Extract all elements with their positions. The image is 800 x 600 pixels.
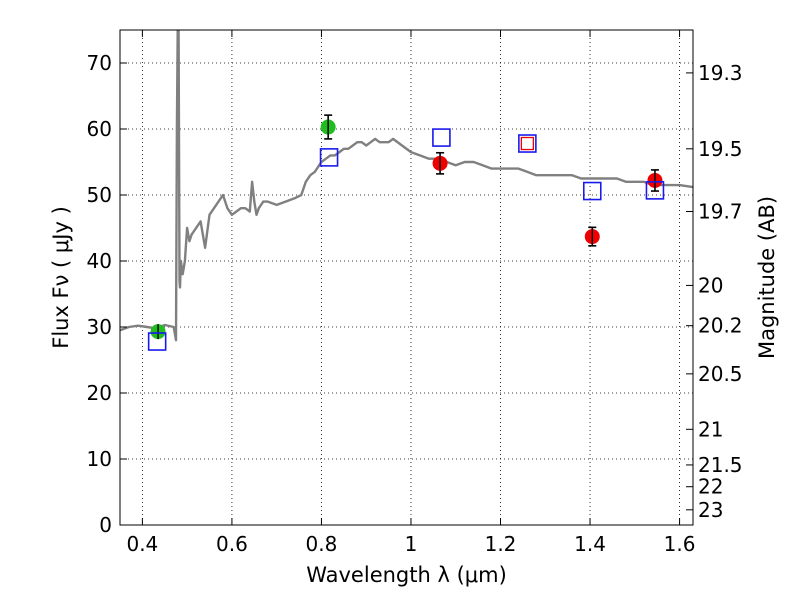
model-square xyxy=(432,128,451,147)
y-axis-label: Flux Fν ( μJy ) xyxy=(49,206,73,349)
model-square xyxy=(582,181,602,201)
right-tick-label: 19.5 xyxy=(698,137,743,161)
plot-frame xyxy=(119,29,694,526)
y-tick-label: 30 xyxy=(87,315,112,339)
y-tick-label: 0 xyxy=(99,513,112,537)
y-tick-label: 10 xyxy=(87,447,112,471)
right-tick-label: 20 xyxy=(698,273,723,297)
x-tick-label: 1.6 xyxy=(664,532,696,556)
ticks: 0.4 0.6 0.8 1 1.2 1.4 1.6 0 10 20 30 40 50 60 70 19.3 19… xyxy=(87,30,743,556)
x-tick-label: 1 xyxy=(405,532,418,556)
right-tick-label: 20.2 xyxy=(698,314,743,338)
x-tick-label: 0.4 xyxy=(126,532,158,556)
x-tick-label: 1.4 xyxy=(574,532,606,556)
y-tick-label: 40 xyxy=(87,249,112,273)
model-square xyxy=(518,134,537,153)
model-square xyxy=(645,181,665,200)
grid xyxy=(120,30,693,526)
y-tick-label: 60 xyxy=(87,117,112,141)
right-tick-label: 23 xyxy=(698,498,723,522)
x-axis-label: Wavelength λ (μm) xyxy=(306,563,507,587)
plot-area xyxy=(120,30,693,351)
spectrum-line xyxy=(120,30,693,342)
right-axis-label: Magnitude (AB) xyxy=(755,196,779,359)
right-tick-label: 21.5 xyxy=(698,453,743,477)
data-layer xyxy=(120,30,693,351)
right-tick-label: 19.7 xyxy=(698,200,743,224)
x-tick-label: 0.8 xyxy=(306,532,338,556)
right-tick-label: 19.3 xyxy=(698,61,743,85)
right-tick-label: 22 xyxy=(698,475,723,499)
photometry-square xyxy=(520,136,535,151)
y-tick-label: 20 xyxy=(87,381,112,405)
model-square xyxy=(147,332,167,351)
x-tick-label: 1.2 xyxy=(485,532,517,556)
y-tick-label: 50 xyxy=(87,183,112,207)
y-tick-label: 70 xyxy=(87,51,112,75)
right-tick-label: 20.5 xyxy=(698,362,743,386)
model-square xyxy=(319,148,339,167)
right-tick-label: 21 xyxy=(698,417,723,441)
x-tick-label: 0.6 xyxy=(216,532,248,556)
